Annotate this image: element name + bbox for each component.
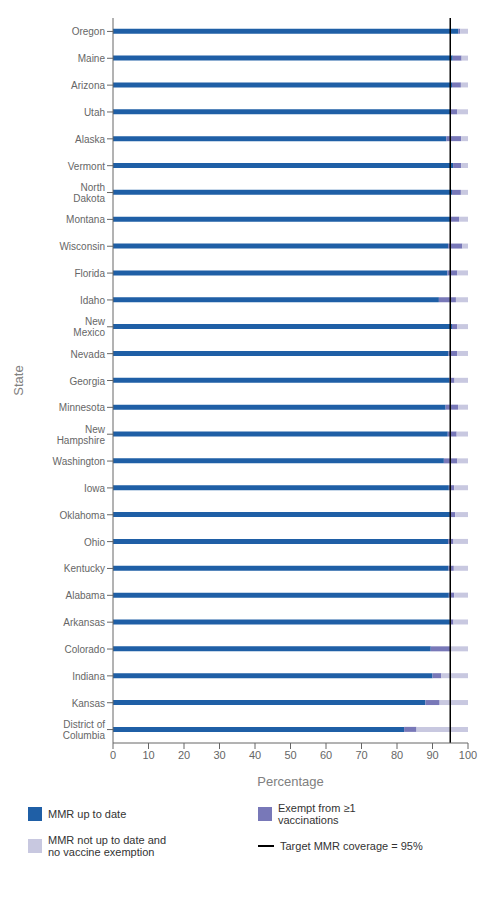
html-text:MMR up to date: MMR up to date: [48, 808, 127, 820]
svg-text:Percentage: Percentage: [257, 774, 324, 789]
svg-text:Colorado: Colorado: [64, 644, 105, 655]
svg-text:NewHampshire: NewHampshire: [57, 423, 106, 445]
svg-text:Indiana: Indiana: [72, 670, 105, 681]
svg-text:10: 10: [142, 749, 154, 761]
svg-text:100: 100: [459, 749, 477, 761]
svg-text:40: 40: [249, 749, 261, 761]
svg-text:Nevada: Nevada: [71, 348, 106, 359]
svg-text:90: 90: [426, 749, 438, 761]
svg-text:NewMexico: NewMexico: [73, 316, 105, 338]
svg-text:0: 0: [110, 749, 116, 761]
svg-text:Minnesota: Minnesota: [59, 402, 106, 413]
svg-text:Vermont: Vermont: [68, 160, 105, 171]
svg-text:Idaho: Idaho: [80, 294, 105, 305]
html-text:vaccinations: vaccinations: [278, 814, 339, 826]
svg-text:Arkansas: Arkansas: [63, 617, 105, 628]
svg-text:State: State: [11, 365, 26, 395]
svg-text:20: 20: [178, 749, 190, 761]
svg-text:Montana: Montana: [66, 214, 105, 225]
svg-text:Kentucky: Kentucky: [64, 563, 105, 574]
svg-text:Kansas: Kansas: [72, 697, 105, 708]
html-text:MMR not up to date and: MMR not up to date and: [48, 834, 166, 846]
svg-text:Maine: Maine: [78, 53, 106, 64]
svg-text:Wisconsin: Wisconsin: [59, 241, 105, 252]
svg-text:Georgia: Georgia: [69, 375, 105, 386]
svg-text:80: 80: [391, 749, 403, 761]
svg-text:Arizona: Arizona: [71, 80, 105, 91]
svg-text:30: 30: [213, 749, 225, 761]
svg-text:Florida: Florida: [74, 268, 105, 279]
svg-text:50: 50: [284, 749, 296, 761]
svg-text:Oregon: Oregon: [72, 26, 105, 37]
svg-text:NorthDakota: NorthDakota: [73, 182, 105, 204]
html-text:Target MMR coverage = 95%: Target MMR coverage = 95%: [280, 840, 423, 852]
svg-text:Alabama: Alabama: [66, 590, 106, 601]
html-text:Exempt from ≥1: Exempt from ≥1: [278, 802, 356, 814]
svg-text:Washington: Washington: [53, 456, 105, 467]
html-text:no vaccine exemption: no vaccine exemption: [48, 846, 155, 858]
svg-text:Ohio: Ohio: [84, 536, 106, 547]
svg-text:60: 60: [320, 749, 332, 761]
svg-text:District ofColumbia: District ofColumbia: [63, 719, 106, 741]
svg-text:Oklahoma: Oklahoma: [59, 509, 105, 520]
svg-text:Utah: Utah: [84, 106, 105, 117]
svg-text:Alaska: Alaska: [75, 133, 105, 144]
svg-text:70: 70: [355, 749, 367, 761]
svg-text:Iowa: Iowa: [84, 482, 106, 493]
